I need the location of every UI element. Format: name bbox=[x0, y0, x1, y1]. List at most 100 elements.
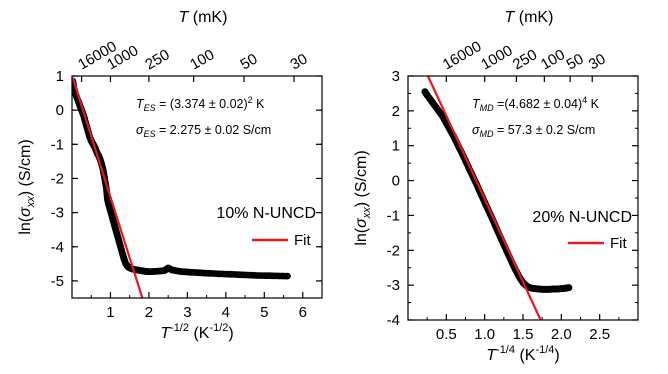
y-tick-label: -3 bbox=[387, 277, 400, 294]
y-tick-label: -4 bbox=[51, 239, 64, 256]
data-point bbox=[284, 272, 291, 280]
y-axis-ticks: 1 0 -1 -2 -3 -4 -5 bbox=[51, 68, 322, 290]
param1-exp: 2 bbox=[248, 95, 253, 105]
top-axis-label-t: T bbox=[179, 9, 190, 26]
top-tick-label: 16000 bbox=[440, 38, 485, 74]
x-axis-label-unit-exp: -1/2 bbox=[209, 322, 228, 334]
y-tick-label: 0 bbox=[392, 173, 400, 190]
top-tick-label: 50 bbox=[564, 50, 587, 73]
top-tick-label: 30 bbox=[586, 50, 609, 73]
y-axis-label-sigma: σ bbox=[17, 206, 34, 217]
y-tick-label: 0 bbox=[56, 102, 64, 119]
x-tick-label: 4 bbox=[222, 304, 230, 321]
param1-unit: K bbox=[587, 97, 599, 111]
sample-label: 20% N-UNCD bbox=[532, 209, 632, 226]
param1-value: = (3.374 ± 0.02) bbox=[156, 97, 248, 111]
y-tick-label: 1 bbox=[56, 68, 64, 85]
legend-fit-label: Fit bbox=[610, 235, 627, 252]
x-axis-label-t: T bbox=[160, 325, 171, 342]
x-axis-label-unit: (K bbox=[189, 325, 210, 342]
param1-symbol: T bbox=[472, 97, 481, 111]
x-axis-label-t: T bbox=[486, 347, 497, 364]
legend-fit-label: Fit bbox=[294, 232, 311, 249]
x-axis-label-close: ) bbox=[554, 347, 559, 364]
y-axis-label: ln(σxx) (S/cm) bbox=[353, 150, 373, 245]
data-point bbox=[565, 284, 573, 291]
param1-exp: 4 bbox=[582, 95, 587, 105]
plot-frame bbox=[71, 75, 323, 299]
top-axis-label-t: T bbox=[505, 9, 516, 26]
param1-sub: MD bbox=[480, 103, 494, 113]
x-tick-label: 1.5 bbox=[513, 326, 534, 343]
x-tick-label: 3 bbox=[183, 304, 191, 321]
y-tick-label: -2 bbox=[387, 242, 400, 259]
top-tick-label: 250 bbox=[142, 46, 172, 73]
param1-value: =(4.682 ± 0.04) bbox=[494, 97, 583, 111]
param1-symbol: T bbox=[136, 97, 145, 111]
fit-line bbox=[72, 77, 144, 298]
x-axis-label-exp: -1/4 bbox=[496, 344, 515, 356]
y-axis-label-ln: ln( bbox=[353, 227, 370, 245]
top-tick-label: 100 bbox=[187, 46, 217, 73]
data-series bbox=[72, 77, 291, 280]
param2-sub: MD bbox=[480, 129, 494, 139]
y-axis-label-sub: xx bbox=[25, 196, 37, 209]
param2-sub: ES bbox=[144, 129, 156, 139]
y-tick-label: 2 bbox=[392, 103, 400, 120]
fit-param-temperature: TMD =(4.682 ± 0.04)4 K bbox=[472, 95, 600, 113]
x-tick-label: 6 bbox=[299, 304, 307, 321]
y-axis-ticks: 3 2 1 0 -1 -2 -3 -4 bbox=[387, 68, 638, 329]
top-axis-label: T (mK) bbox=[179, 9, 228, 26]
param2-value: = 2.275 ± 0.02 S/cm bbox=[156, 123, 272, 137]
legend: Fit bbox=[568, 235, 627, 252]
param1-unit: K bbox=[253, 97, 265, 111]
x-axis-label: T-1/4 (K-1/4) bbox=[486, 344, 560, 364]
top-axis-label-unit: (mK) bbox=[514, 9, 553, 26]
param2-value: = 57.3 ± 0.2 S/cm bbox=[494, 123, 596, 137]
y-tick-label: -5 bbox=[51, 273, 64, 290]
param2-symbol: σ bbox=[472, 123, 480, 137]
param2-symbol: σ bbox=[136, 123, 144, 137]
y-axis-label-unit: ) (S/cm) bbox=[17, 139, 34, 196]
y-tick-label: -4 bbox=[387, 312, 400, 329]
x-axis-ticks: 0.5 1.0 1.5 2.0 2.5 bbox=[426, 314, 620, 343]
x-axis-label-close: ) bbox=[228, 325, 233, 342]
x-tick-label: 1.0 bbox=[474, 326, 495, 343]
y-axis-label-sub: xx bbox=[361, 207, 373, 220]
param1-sub: ES bbox=[144, 103, 156, 113]
x-axis-label-exp: -1/2 bbox=[170, 322, 189, 334]
data-series bbox=[421, 88, 573, 293]
top-tick-label: 50 bbox=[238, 50, 261, 73]
y-axis-label-sigma: σ bbox=[353, 217, 370, 228]
y-axis-label-ln: ln( bbox=[17, 216, 34, 234]
x-tick-label: 0.5 bbox=[436, 326, 457, 343]
fit-line bbox=[426, 76, 542, 320]
panel-right: 0.5 1.0 1.5 2.0 2.5 3 2 1 0 -1 -2 -3 -4 1600010002501… bbox=[353, 9, 639, 364]
y-axis-label: ln(σxx) (S/cm) bbox=[17, 139, 37, 234]
top-tick-label: 30 bbox=[288, 50, 311, 73]
y-tick-label: -1 bbox=[51, 136, 64, 153]
y-tick-label: 3 bbox=[392, 68, 400, 85]
x-tick-label: 2.5 bbox=[589, 326, 610, 343]
legend: Fit bbox=[252, 232, 311, 249]
x-tick-label: 2.0 bbox=[551, 326, 572, 343]
x-axis-label-unit: (K bbox=[515, 347, 536, 364]
top-axis-label-unit: (mK) bbox=[188, 9, 227, 26]
fit-param-temperature: TES = (3.374 ± 0.02)2 K bbox=[136, 95, 265, 113]
y-tick-label: -3 bbox=[51, 205, 64, 222]
x-tick-label: 1 bbox=[106, 304, 114, 321]
y-axis-label-unit: ) (S/cm) bbox=[353, 150, 370, 207]
fit-param-sigma: σES = 2.275 ± 0.02 S/cm bbox=[136, 123, 271, 139]
x-axis-label-unit-exp: -1/4 bbox=[535, 344, 554, 356]
sample-label: 10% N-UNCD bbox=[216, 205, 316, 222]
x-axis-ticks: 1 2 3 4 5 6 bbox=[90, 292, 307, 321]
top-axis-label: T (mK) bbox=[505, 9, 554, 26]
y-tick-label: -1 bbox=[387, 207, 400, 224]
x-axis-label: T-1/2 (K-1/2) bbox=[160, 322, 234, 342]
top-tick-label: 250 bbox=[510, 46, 540, 73]
y-tick-label: 1 bbox=[392, 138, 400, 155]
